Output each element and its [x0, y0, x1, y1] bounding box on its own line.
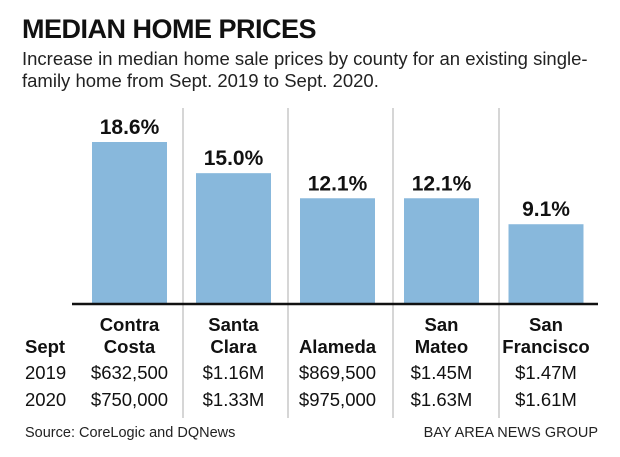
county-header-line: Santa — [208, 314, 259, 335]
source-note: Source: CoreLogic and DQNews — [25, 425, 236, 441]
county-header-line: Costa — [103, 336, 156, 357]
price-cell: $1.47M — [515, 362, 577, 383]
county-header-line: Clara — [210, 336, 257, 357]
price-cell: $1.33M — [202, 389, 265, 410]
chart-title: MEDIAN HOME PRICES — [22, 14, 317, 44]
bar-1 — [196, 173, 271, 303]
price-cell: $750,000 — [90, 389, 169, 410]
price-cell: $1.61M — [515, 389, 577, 410]
bar-0 — [92, 142, 167, 303]
county-header: Contra Costa — [78, 314, 182, 358]
data-label: 12.1% — [308, 172, 368, 195]
data-label: 18.6% — [100, 116, 160, 139]
county-header-line: Contra — [99, 314, 160, 335]
county-header-line — [286, 314, 390, 336]
bar-4 — [508, 224, 584, 303]
county-header: San Mateo — [390, 314, 494, 358]
county-header: Santa Clara — [182, 314, 286, 358]
county-header: San Francisco — [494, 314, 598, 358]
bar-2 — [300, 198, 375, 303]
data-label: 15.0% — [204, 147, 264, 170]
table-header-label: Sept — [25, 336, 66, 357]
price-cell: $1.16M — [202, 362, 265, 383]
row-year-2019: 2019 — [25, 362, 67, 383]
bar-3 — [404, 198, 479, 303]
row-year-2020: 2020 — [25, 389, 67, 410]
data-label: 9.1% — [522, 198, 570, 221]
county-header: Alameda — [286, 314, 390, 358]
county-header-line: Francisco — [502, 336, 590, 357]
county-header-line: Alameda — [298, 336, 377, 357]
price-cell: $1.63M — [410, 389, 473, 410]
chart-subtitle: Increase in median home sale prices by c… — [22, 48, 588, 91]
price-cell: $869,500 — [298, 362, 377, 383]
credit: BAY AREA NEWS GROUP — [423, 425, 598, 441]
price-cell: $1.45M — [410, 362, 473, 383]
data-label: 12.1% — [412, 172, 472, 195]
county-header-line: San — [424, 314, 459, 335]
county-header-line: San — [529, 314, 563, 335]
price-cell: $632,500 — [90, 362, 169, 383]
county-header-line: Mateo — [414, 336, 469, 357]
price-cell: $975,000 — [298, 389, 377, 410]
